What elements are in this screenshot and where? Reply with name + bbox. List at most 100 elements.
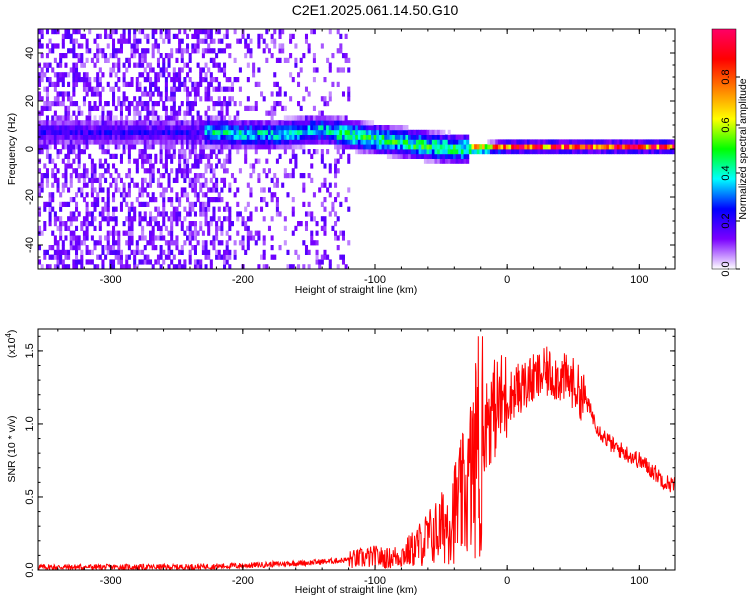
spectrogram-cell <box>156 225 160 231</box>
spectrogram-cell <box>445 149 449 155</box>
spectrogram-cell <box>244 125 248 131</box>
spectrogram-cell <box>614 139 618 145</box>
spectrogram-cell <box>458 134 462 140</box>
spectrogram-cell <box>164 168 168 174</box>
spectrogram-cell <box>191 230 195 236</box>
spectrogram-cell <box>262 139 266 145</box>
spectrogram-cell <box>48 77 52 83</box>
spectrogram-cell <box>590 149 594 155</box>
spectrogram-cell <box>122 81 126 87</box>
spectrogram-cell <box>624 139 628 145</box>
spectrogram-cell <box>318 264 322 269</box>
spectrogram-cell <box>141 91 145 97</box>
spectrogram-cell <box>299 105 303 111</box>
spectrogram-cell <box>51 206 55 212</box>
spectrogram-cell <box>336 115 340 121</box>
spectrogram-cell <box>88 259 92 265</box>
spectrogram-cell <box>233 134 237 140</box>
spectrogram-cell <box>162 67 166 73</box>
spectrogram-cell <box>455 134 459 140</box>
spectrogram-cell <box>43 221 47 227</box>
spectrogram-cell <box>175 235 179 241</box>
spectrogram-cell <box>616 139 620 145</box>
spectrogram-cell <box>307 264 311 269</box>
spectrogram-cell <box>260 187 264 193</box>
spectrogram-cell <box>167 182 171 188</box>
spectrogram-cell <box>48 192 52 198</box>
spectrogram-cell <box>43 101 47 107</box>
spectrogram-cell <box>159 225 163 231</box>
spectrogram-cell <box>291 134 295 140</box>
spectrogram-cell <box>178 67 182 73</box>
spectrogram-cell <box>164 139 168 145</box>
spectrogram-cell <box>318 125 322 131</box>
spectrogram-cell <box>392 144 396 150</box>
spectrogram-cell <box>53 163 57 169</box>
spectrogram-cell <box>659 149 663 155</box>
spectrogram-cell <box>252 72 256 78</box>
spectrogram-cell <box>254 125 258 131</box>
spectrogram-cell <box>90 139 94 145</box>
spectrogram-cell <box>550 149 554 155</box>
spectrogram-cell <box>384 125 388 131</box>
spectrogram-cell <box>75 134 79 140</box>
spectrogram-cell <box>334 197 338 203</box>
spectrogram-cell <box>252 139 256 145</box>
spectrogram-cell <box>365 134 369 140</box>
spectrogram-cell <box>281 29 285 35</box>
spectrogram-cell <box>204 177 208 183</box>
spectrogram-cell <box>164 77 168 83</box>
spectrogram-cell <box>64 72 68 78</box>
spectrogram-cell <box>323 249 327 255</box>
spectrogram-cell <box>183 29 187 35</box>
spectrogram-cell <box>315 120 319 126</box>
colorbar-gradient <box>711 28 737 270</box>
spectrogram-cell <box>270 115 274 121</box>
spectrogram-cell <box>249 120 253 126</box>
spectrogram-cell <box>423 144 427 150</box>
spectrogram-cell <box>164 125 168 131</box>
spectrogram-cell <box>40 29 44 35</box>
spectrogram-cell <box>117 57 121 63</box>
spectrogram-cell <box>236 129 240 135</box>
spectrogram-cell <box>225 129 229 135</box>
spectrogram-cell <box>109 245 113 251</box>
spectrogram-cell <box>355 125 359 131</box>
spectrogram-cell <box>138 101 142 107</box>
spectrogram-cell <box>45 201 49 207</box>
spectrogram-cell <box>135 158 139 164</box>
spectrogram-cell <box>117 86 121 92</box>
spectrogram-cell <box>141 153 145 159</box>
spectrogram-cell <box>183 139 187 145</box>
spectrogram-cell <box>413 144 417 150</box>
spectrogram-cell <box>61 158 65 164</box>
spectrogram-cell <box>204 206 208 212</box>
spectrogram-cell <box>117 139 121 145</box>
spectrogram-cell <box>310 230 314 236</box>
spectrogram-cell <box>463 134 467 140</box>
spectrogram-cell <box>429 129 433 135</box>
spectrogram-cell <box>143 77 147 83</box>
spectrogram-cell <box>88 29 92 35</box>
spectrogram-cell <box>204 33 208 39</box>
spectrogram-cell <box>246 245 250 251</box>
spectrogram-cell <box>207 201 211 207</box>
spectrogram-cell <box>246 96 250 102</box>
spectrogram-cell <box>154 245 158 251</box>
spectrogram-cell <box>524 139 528 145</box>
spectrogram-cell <box>109 86 113 92</box>
spectrogram-cell <box>503 149 507 155</box>
spectrogram-cell <box>143 216 147 222</box>
spectrogram-cell <box>204 48 208 54</box>
spectrogram-cell <box>159 125 163 131</box>
spectrogram-cell <box>508 144 512 150</box>
spectrogram-cell <box>476 144 480 150</box>
spectrogram-cell <box>101 125 105 131</box>
spectrogram-cell <box>69 48 73 54</box>
spectrogram-cell <box>653 144 657 150</box>
spectrogram-cell <box>376 134 380 140</box>
spectrogram-cell <box>429 144 433 150</box>
spectrogram-cell <box>381 134 385 140</box>
spectrogram-cell <box>159 120 163 126</box>
spectrogram-cell <box>106 33 110 39</box>
